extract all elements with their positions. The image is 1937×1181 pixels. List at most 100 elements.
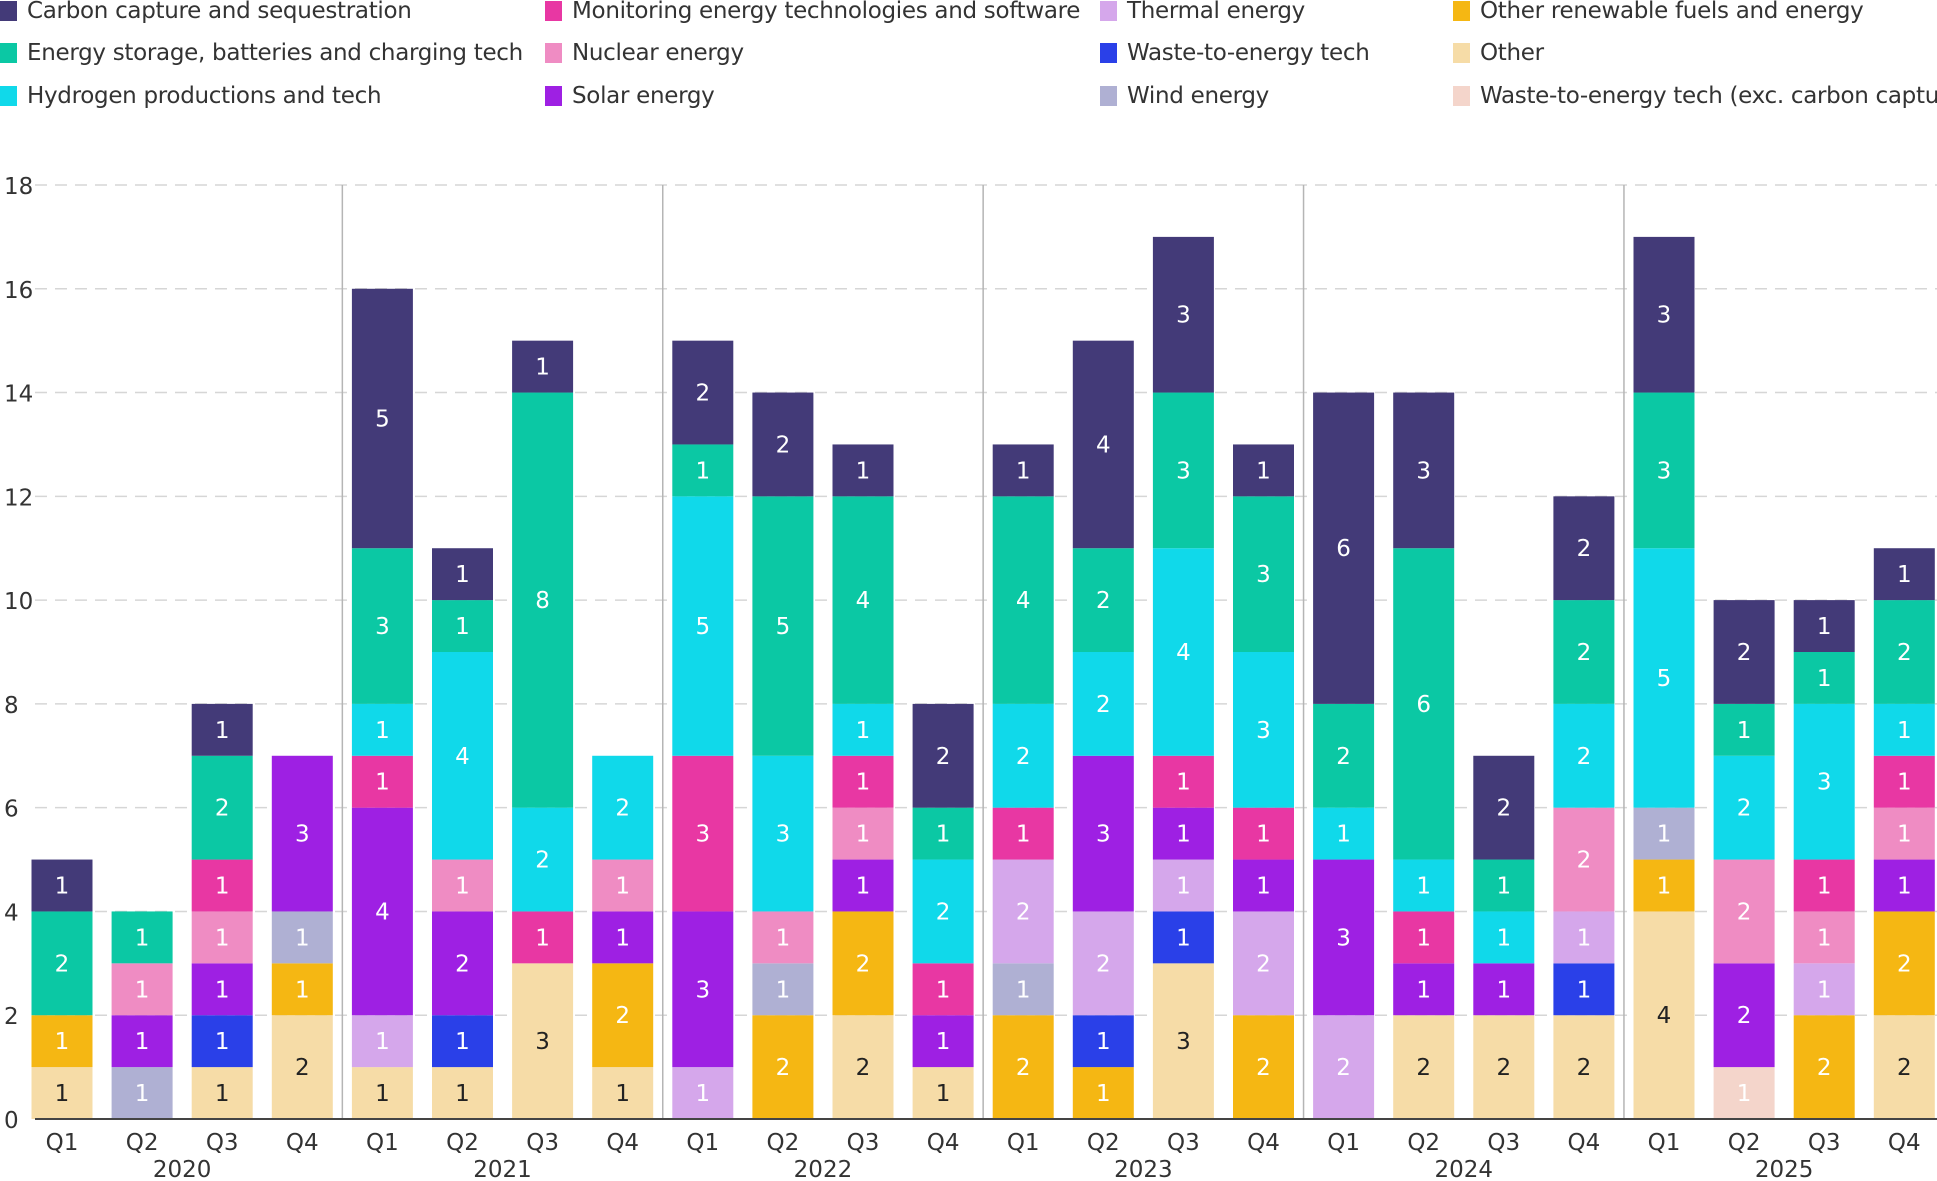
legend-item: Wind energy xyxy=(1100,81,1269,111)
x-tick-label: Q1 xyxy=(686,1130,719,1156)
bar-segment xyxy=(1233,496,1294,652)
year-label: 2020 xyxy=(153,1157,212,1181)
bar-segment xyxy=(1873,703,1935,756)
bar-stack: 1 3 3 5 1 2 xyxy=(672,340,734,1119)
data-label: 1 xyxy=(695,1081,710,1107)
data-label: 2 xyxy=(1096,692,1111,718)
data-label: 1 xyxy=(1096,1081,1111,1107)
data-label: 1 xyxy=(856,458,871,484)
bar-segment xyxy=(1152,755,1214,808)
bar-segment xyxy=(191,1067,253,1119)
legend-item: Carbon capture and sequestration xyxy=(0,0,412,26)
legend-item: Nuclear energy xyxy=(545,38,744,68)
year-label: 2021 xyxy=(473,1157,532,1181)
data-label: 3 xyxy=(1176,1029,1191,1055)
bar-segment xyxy=(1313,392,1375,704)
x-tick-label: Q4 xyxy=(1568,1130,1601,1156)
bar-stack: 2 1 2 1 2 4 1 xyxy=(992,444,1054,1119)
data-label: 1 xyxy=(535,355,550,381)
bar-segment xyxy=(912,807,974,860)
bar-stack: 2 1 1 3 5 2 xyxy=(752,392,814,1119)
data-label: 1 xyxy=(1096,1029,1111,1055)
bar-segment xyxy=(832,859,894,912)
data-label: 1 xyxy=(1817,666,1832,692)
data-label: 1 xyxy=(1577,925,1592,951)
data-label: 1 xyxy=(1176,874,1191,900)
data-label: 2 xyxy=(856,951,871,977)
bar-segment xyxy=(1152,807,1214,860)
bar-stack: 2 2 1 1 1 1 2 1 xyxy=(1873,548,1935,1119)
bar-segment xyxy=(992,1015,1054,1119)
data-label: 5 xyxy=(695,614,710,640)
data-label: 8 xyxy=(535,588,550,614)
bar-segment xyxy=(351,1067,413,1119)
bar-segment xyxy=(1713,755,1775,860)
data-label: 2 xyxy=(55,951,70,977)
legend-label: Carbon capture and sequestration xyxy=(27,0,412,24)
y-tick-label: 10 xyxy=(4,589,33,615)
bar-segment xyxy=(271,911,333,964)
data-label: 1 xyxy=(55,1081,70,1107)
bar-stack: 1 1 1 1 xyxy=(111,911,173,1119)
bar-segment xyxy=(752,911,814,964)
bar-segment xyxy=(1873,755,1935,808)
y-tick-label: 8 xyxy=(4,693,19,719)
data-label: 3 xyxy=(1176,458,1191,484)
bar-stack: 4 1 1 5 3 3 xyxy=(1633,236,1695,1119)
legend-swatch xyxy=(0,43,17,63)
data-label: 4 xyxy=(375,899,390,925)
bar-segment xyxy=(1233,807,1294,860)
y-tick-label: 16 xyxy=(4,278,33,304)
bar-segment xyxy=(592,1067,654,1119)
bar-segment xyxy=(351,548,413,704)
data-label: 1 xyxy=(1496,925,1511,951)
legend-swatch xyxy=(0,1,17,21)
data-label: 3 xyxy=(375,614,390,640)
data-label: 1 xyxy=(1577,977,1592,1003)
bar-segment xyxy=(992,859,1054,964)
year-label: 2023 xyxy=(1114,1157,1173,1181)
legend-swatch xyxy=(1100,86,1117,106)
bar-segment xyxy=(1793,911,1855,964)
bar-segment xyxy=(832,755,894,808)
data-label: 4 xyxy=(1096,432,1111,458)
legend-item: Waste-to-energy tech xyxy=(1100,38,1370,68)
bar-segment xyxy=(672,444,734,497)
bar-segment xyxy=(672,755,734,912)
y-tick-label: 12 xyxy=(4,485,33,511)
bar-stack: 2 2 1 1 3 3 1 xyxy=(1233,444,1294,1119)
bar-segment xyxy=(191,703,253,756)
bar-segment xyxy=(672,1067,734,1119)
bar-segment xyxy=(111,1015,173,1068)
bar-stack: 2 1 1 2 2 2 2 xyxy=(1553,496,1615,1119)
data-label: 1 xyxy=(455,1081,470,1107)
data-label: 1 xyxy=(215,977,230,1003)
legend-label: Nuclear energy xyxy=(572,40,744,66)
data-label: 2 xyxy=(1577,1055,1592,1081)
data-label: 1 xyxy=(936,1029,951,1055)
x-tick-label: Q3 xyxy=(1167,1130,1200,1156)
bar-segment xyxy=(1873,548,1935,601)
data-label: 1 xyxy=(1737,1081,1752,1107)
x-tick-label: Q3 xyxy=(1808,1130,1841,1156)
data-label: 1 xyxy=(455,1029,470,1055)
bar-segment xyxy=(592,911,654,964)
x-tick-label: Q2 xyxy=(1407,1130,1440,1156)
bar-segment xyxy=(1873,1015,1935,1119)
data-label: 2 xyxy=(1496,1055,1511,1081)
legend-label: Wind energy xyxy=(1127,83,1269,109)
bar-segment xyxy=(271,1015,333,1119)
bar-segment xyxy=(592,755,654,860)
bar-segment xyxy=(1873,859,1935,912)
bar-stack: 1 2 1 1 2 xyxy=(592,755,654,1119)
x-tick-label: Q4 xyxy=(1247,1130,1280,1156)
data-label: 1 xyxy=(1817,977,1832,1003)
data-label: 1 xyxy=(1897,770,1912,796)
bar-segment xyxy=(1152,236,1214,393)
bar-segment xyxy=(1793,652,1855,704)
x-tick-label: Q1 xyxy=(1648,1130,1681,1156)
data-label: 1 xyxy=(1737,718,1752,744)
data-label: 2 xyxy=(215,796,230,822)
bar-segment xyxy=(1152,963,1214,1119)
data-label: 2 xyxy=(1577,744,1592,770)
